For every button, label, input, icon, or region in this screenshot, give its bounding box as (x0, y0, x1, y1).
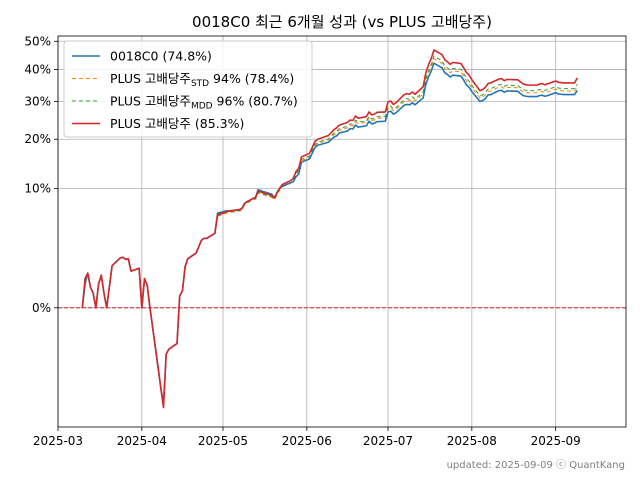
legend-entry-0: 0018C0 (74.8%) (110, 49, 212, 64)
x-tick-label: 2025-05 (198, 434, 248, 448)
y-axis: 0% 10% 20% 30% 40% 50% (24, 34, 58, 315)
x-tick-label: 2025-09 (531, 434, 581, 448)
y-tick-label: 20% (24, 132, 51, 146)
x-tick-label: 2025-08 (447, 434, 497, 448)
legend-entry-1: PLUS 고배당주STD 94% (78.4%) (110, 71, 294, 89)
x-tick-label: 2025-07 (363, 434, 413, 448)
series-line-3 (81, 49, 579, 409)
plot-frame (57, 35, 627, 428)
x-axis: 2025-03 2025-04 2025-05 2025-06 2025-07 2025-… (33, 427, 581, 448)
chart-title: 0018C0 최근 6개월 성과 (vs PLUS 고배당주) (192, 13, 492, 31)
legend: 0018C0 (74.8%) PLUS 고배당주STD 94% (78.4%) PL… (63, 40, 313, 138)
x-tick-label: 2025-03 (33, 434, 83, 448)
x-tick-label: 2025-06 (282, 434, 332, 448)
y-tick-label: 10% (24, 182, 51, 196)
y-tick-label: 30% (24, 94, 51, 108)
x-tick-label: 2025-04 (117, 434, 167, 448)
legend-entry-3: PLUS 고배당주 (85.3%) (110, 116, 244, 131)
series-lines (81, 49, 579, 409)
footer-note: updated: 2025-09-09 ⓒ QuantKang (447, 459, 625, 471)
legend-entry-2: PLUS 고배당주MDD 96% (80.7%) (110, 94, 298, 112)
y-tick-label: 0% (32, 301, 51, 315)
legend-box (63, 40, 313, 138)
y-tick-label: 50% (24, 34, 51, 48)
y-tick-label: 40% (24, 62, 51, 76)
